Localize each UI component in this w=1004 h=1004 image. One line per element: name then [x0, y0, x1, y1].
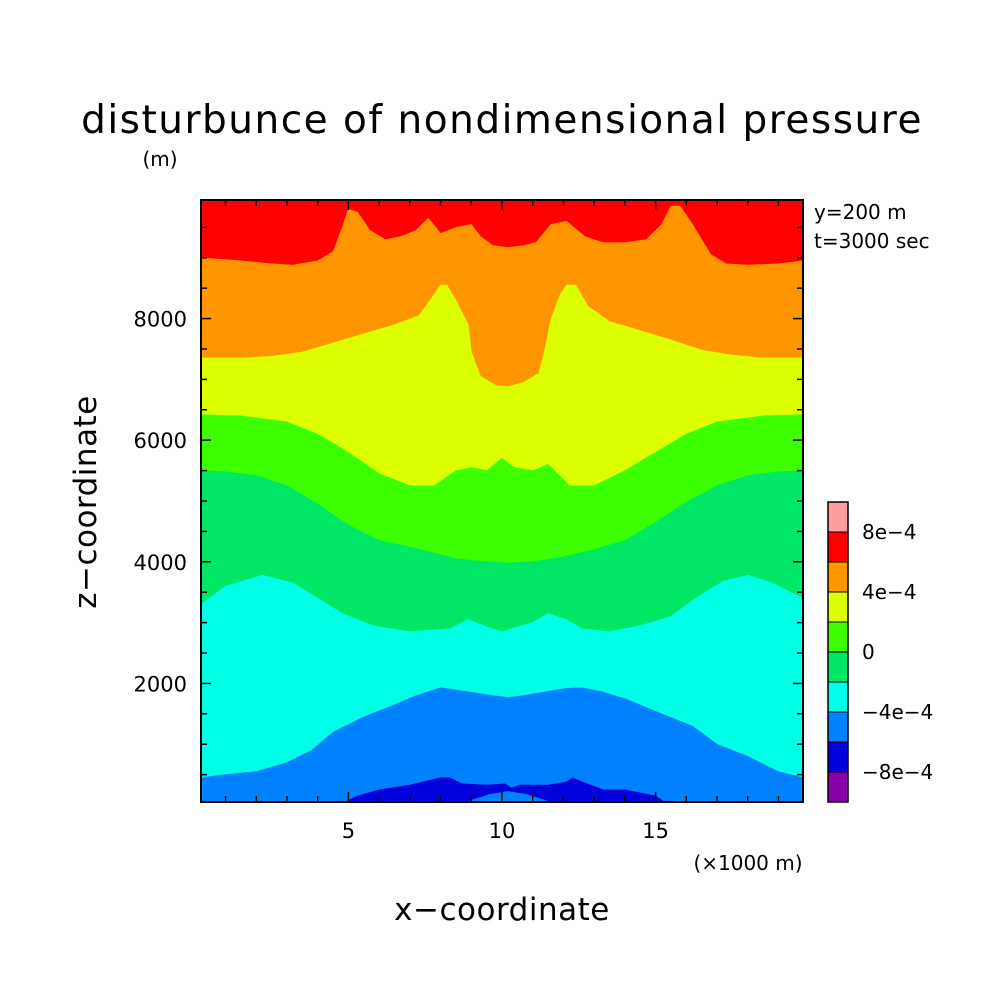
x-tick-label: 10 — [489, 819, 516, 843]
x-tick-label: 5 — [342, 819, 355, 843]
info-time: t=3000 sec — [814, 229, 930, 253]
x-axis-unit: (×1000 m) — [693, 851, 802, 875]
y-axis-unit: (m) — [142, 147, 177, 171]
colorbar-swatch — [828, 592, 848, 622]
plot-area — [201, 200, 803, 802]
axis-ticks: 5 10 15 2000 4000 6000 8000 — [134, 200, 803, 843]
contour-band-pocket — [465, 791, 552, 802]
colorbar-swatch — [828, 742, 848, 772]
colorbar-label: −8e−4 — [862, 760, 933, 784]
contour-band — [201, 687, 803, 802]
colorbar-label: 4e−4 — [862, 580, 917, 604]
chart-title: disturbunce of nondimensional pressure — [81, 98, 923, 143]
x-axis-label: x−coordinate — [394, 892, 610, 928]
colorbar-swatch — [828, 532, 848, 562]
contour-band — [345, 777, 666, 802]
colorbar-swatch — [828, 622, 848, 652]
colorbar-swatch — [828, 502, 848, 532]
colorbar: −8e−4 −4e−4 0 4e−4 8e−4 — [827, 501, 933, 803]
y-tick-label: 8000 — [134, 308, 187, 332]
colorbar-label: −4e−4 — [862, 700, 933, 724]
colorbar-label: 8e−4 — [862, 520, 917, 544]
y-tick-label: 2000 — [134, 672, 187, 696]
info-y-position: y=200 m — [814, 200, 907, 224]
colorbar-swatch — [828, 682, 848, 712]
colorbar-label: 0 — [862, 640, 875, 664]
colorbar-swatch — [828, 652, 848, 682]
y-tick-label: 6000 — [134, 429, 187, 453]
colorbar-swatch — [828, 772, 848, 802]
colorbar-swatch — [828, 562, 848, 592]
y-tick-label: 4000 — [134, 551, 187, 575]
colorbar-swatch — [828, 712, 848, 742]
x-tick-label: 15 — [642, 819, 669, 843]
y-axis-label: z−coordinate — [68, 395, 104, 609]
